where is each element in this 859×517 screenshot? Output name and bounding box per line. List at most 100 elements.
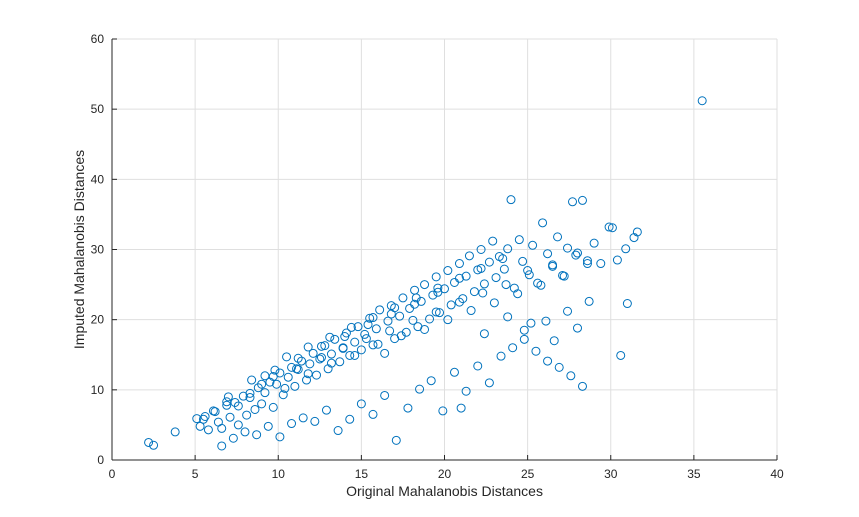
data-point (321, 405, 331, 415)
axes (111, 38, 778, 461)
x-tick-label: 0 (109, 467, 116, 481)
data-point (410, 299, 420, 309)
data-point (456, 403, 466, 413)
data-point (368, 340, 378, 350)
data-point (632, 227, 642, 237)
data-point (484, 257, 494, 267)
data-point (293, 353, 303, 363)
x-tick-label: 30 (604, 467, 618, 481)
data-point (454, 297, 464, 307)
data-point (443, 266, 453, 276)
data-point (563, 243, 573, 253)
data-point (315, 354, 325, 364)
y-tick-label: 50 (91, 102, 105, 116)
data-point (222, 400, 232, 410)
data-point (435, 308, 445, 318)
data-point (282, 352, 292, 362)
data-point (484, 378, 494, 388)
data-point (198, 414, 208, 424)
data-point (223, 392, 233, 402)
data-point (523, 266, 533, 276)
data-point (411, 293, 421, 303)
data-point (582, 256, 592, 266)
data-point (408, 315, 418, 325)
data-point (573, 248, 582, 258)
data-point (240, 427, 250, 437)
data-point (563, 306, 573, 316)
data-point (536, 280, 546, 290)
data-point (326, 358, 336, 368)
data-point (280, 383, 290, 393)
data-point (330, 334, 340, 344)
x-tick-label: 15 (355, 467, 369, 481)
data-point (531, 346, 541, 356)
data-point (326, 349, 336, 359)
data-point (308, 348, 318, 358)
data-point (263, 421, 273, 431)
data-point (503, 312, 513, 322)
data-point (233, 401, 243, 411)
data-point (303, 342, 313, 352)
data-point (390, 303, 400, 313)
data-point (420, 280, 430, 290)
data-point (622, 299, 632, 309)
data-point (217, 441, 227, 451)
y-axis-label: Imputed Mahalanobis Distances (71, 150, 87, 349)
data-point (501, 280, 511, 290)
data-point (616, 350, 626, 360)
data-point (513, 289, 523, 299)
data-point (461, 386, 471, 396)
data-point (538, 218, 548, 228)
data-point (245, 393, 255, 403)
data-point (257, 399, 267, 409)
data-point (373, 339, 383, 349)
data-point (391, 435, 401, 445)
data-point (363, 320, 373, 330)
data-point (438, 406, 448, 416)
data-points (144, 96, 707, 451)
data-point (433, 287, 443, 297)
data-point (268, 402, 278, 412)
data-point (518, 256, 528, 266)
data-point (260, 371, 270, 381)
data-point (257, 379, 267, 389)
data-point (420, 324, 430, 334)
data-point (333, 426, 343, 436)
data-point (360, 329, 370, 339)
data-point (524, 270, 534, 280)
data-point (368, 313, 378, 323)
data-point (508, 343, 518, 353)
data-point (446, 300, 456, 310)
data-point (192, 414, 202, 424)
data-point (287, 419, 297, 429)
data-point (426, 376, 436, 386)
data-point (543, 249, 553, 259)
data-point (548, 260, 558, 270)
data-point (228, 433, 238, 443)
data-point (200, 411, 210, 421)
x-tick-label: 35 (687, 467, 701, 481)
data-point (325, 332, 335, 342)
data-point (466, 306, 476, 316)
data-point (425, 314, 435, 324)
data-point (589, 238, 599, 248)
data-point (476, 263, 486, 273)
data-point (305, 359, 315, 369)
data-point (506, 195, 516, 205)
data-point (604, 222, 614, 232)
y-tick-label: 60 (91, 32, 105, 46)
data-point (250, 404, 260, 414)
data-point (320, 341, 330, 351)
data-point (469, 287, 479, 297)
data-point (356, 345, 366, 355)
data-point (428, 290, 438, 300)
data-point (697, 96, 707, 106)
data-point (245, 388, 255, 398)
data-point (371, 324, 381, 334)
data-point (443, 315, 453, 325)
data-point (398, 293, 408, 303)
data-point (503, 244, 513, 254)
data-point (553, 232, 563, 242)
data-point (365, 313, 375, 323)
data-point (380, 348, 390, 358)
